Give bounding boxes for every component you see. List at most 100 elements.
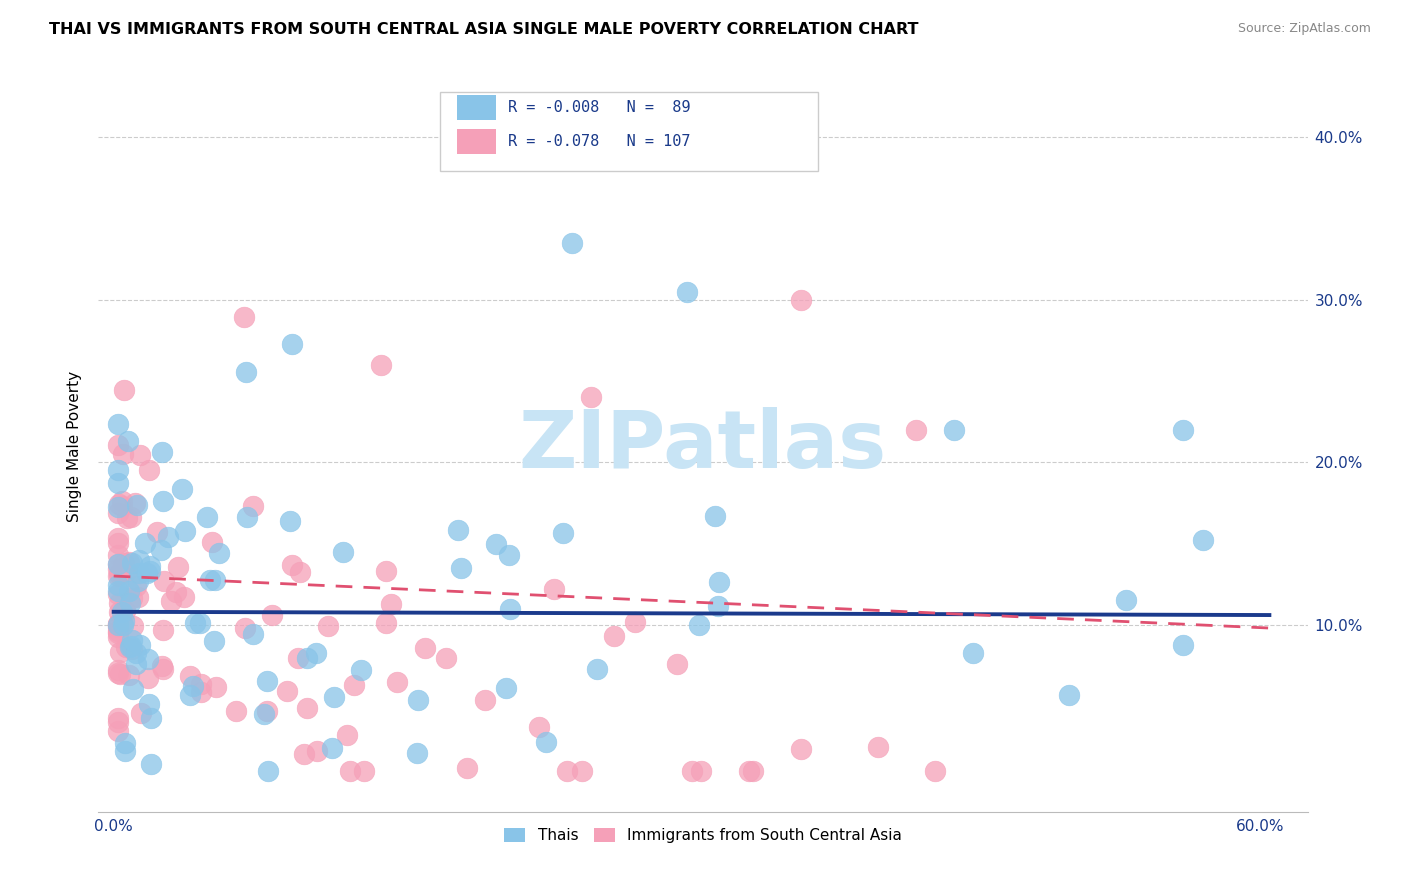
- Point: [107, 535, 129, 549]
- Point: [128, 566, 150, 580]
- Point: [166, 560, 188, 574]
- Point: [107, 617, 129, 632]
- Point: [122, 619, 145, 633]
- Point: [450, 561, 472, 575]
- Point: [707, 599, 730, 614]
- Point: [499, 602, 522, 616]
- Text: ZIPatlas: ZIPatlas: [519, 407, 887, 485]
- Point: [1115, 592, 1137, 607]
- Point: [107, 715, 129, 730]
- Point: [242, 627, 264, 641]
- Point: [138, 463, 160, 477]
- Point: [195, 509, 218, 524]
- Point: [121, 591, 143, 606]
- Point: [170, 483, 193, 497]
- Point: [136, 652, 159, 666]
- Point: [495, 681, 517, 696]
- Point: [107, 666, 129, 681]
- Point: [107, 711, 129, 725]
- Point: [322, 690, 344, 704]
- Point: [202, 633, 225, 648]
- Point: [136, 566, 159, 580]
- Point: [120, 639, 142, 653]
- Point: [127, 574, 149, 588]
- Point: [118, 584, 141, 599]
- Point: [107, 584, 129, 599]
- Point: [112, 383, 135, 397]
- Point: [380, 597, 402, 611]
- Point: [129, 638, 152, 652]
- Point: [353, 764, 375, 778]
- Point: [111, 499, 134, 513]
- Point: [107, 531, 129, 545]
- Point: [790, 293, 813, 307]
- Point: [385, 675, 408, 690]
- Point: [107, 663, 129, 677]
- Point: [179, 688, 201, 702]
- Point: [114, 744, 136, 758]
- Point: [153, 574, 176, 589]
- Point: [112, 618, 135, 632]
- Text: R = -0.078   N = 107: R = -0.078 N = 107: [508, 135, 690, 149]
- Point: [124, 496, 146, 510]
- Point: [111, 447, 134, 461]
- Point: [1173, 638, 1195, 652]
- Point: [681, 764, 703, 778]
- Point: [107, 723, 129, 738]
- Point: [474, 693, 496, 707]
- Point: [121, 557, 143, 571]
- Point: [318, 619, 340, 633]
- Point: [233, 310, 256, 324]
- Point: [128, 552, 150, 566]
- Point: [707, 575, 730, 590]
- Point: [115, 510, 138, 524]
- Point: [305, 646, 328, 660]
- Point: [866, 739, 889, 754]
- Y-axis label: Single Male Poverty: Single Male Poverty: [67, 370, 83, 522]
- Point: [242, 500, 264, 514]
- Point: [704, 508, 727, 523]
- Point: [107, 463, 129, 477]
- Point: [339, 764, 361, 778]
- Point: [374, 564, 396, 578]
- Point: [336, 728, 359, 742]
- Point: [121, 632, 143, 647]
- Point: [139, 757, 162, 772]
- Point: [406, 693, 429, 707]
- Point: [165, 585, 187, 599]
- Point: [434, 651, 457, 665]
- Point: [108, 567, 131, 582]
- Point: [107, 417, 129, 432]
- Point: [107, 587, 129, 601]
- Point: [190, 685, 212, 699]
- Point: [107, 630, 129, 644]
- Point: [280, 336, 302, 351]
- Point: [118, 640, 141, 655]
- Point: [159, 594, 181, 608]
- Point: [179, 669, 201, 683]
- Point: [108, 498, 131, 512]
- Point: [276, 683, 298, 698]
- Point: [235, 366, 257, 380]
- Point: [107, 548, 129, 562]
- Point: [150, 445, 173, 459]
- Point: [287, 651, 309, 665]
- Point: [208, 546, 231, 560]
- Point: [107, 620, 129, 634]
- Point: [136, 671, 159, 685]
- Point: [485, 537, 508, 551]
- Point: [204, 573, 226, 587]
- Point: [112, 557, 135, 571]
- Point: [122, 681, 145, 696]
- Point: [256, 704, 278, 718]
- Point: [690, 764, 713, 778]
- Point: [415, 640, 437, 655]
- Point: [174, 524, 197, 538]
- Point: [107, 616, 129, 631]
- Point: [107, 561, 129, 575]
- Point: [498, 548, 520, 562]
- Point: [188, 616, 211, 631]
- Point: [332, 545, 354, 559]
- Point: [790, 742, 813, 756]
- Point: [152, 623, 174, 637]
